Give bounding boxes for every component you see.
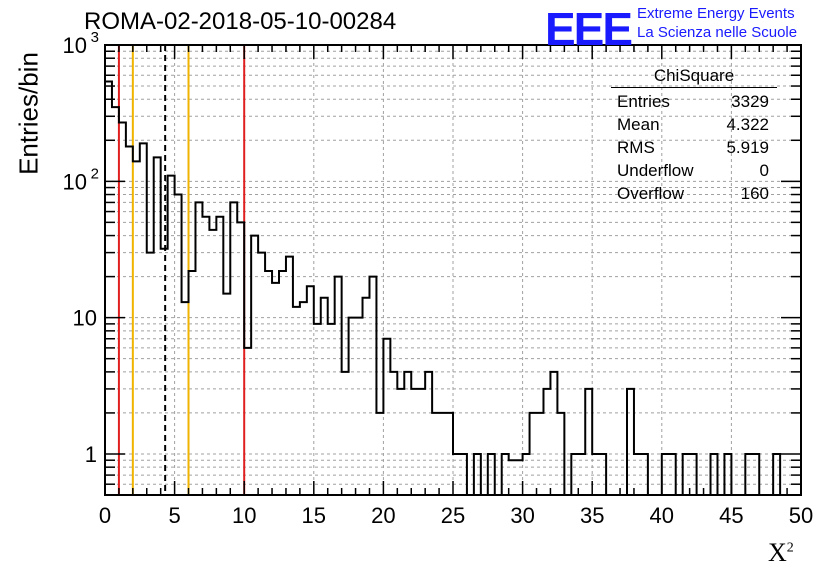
y-tick-label: 10 — [63, 33, 87, 58]
x-tick-label: 30 — [510, 503, 534, 528]
stats-value: 160 — [740, 184, 769, 203]
y-tick-label-exponent: 3 — [91, 29, 99, 46]
stats-title: ChiSquare — [611, 66, 777, 88]
logo-subtitle: Extreme Energy Events La Scienza nelle S… — [637, 4, 797, 42]
stats-row: Entries 3329 — [611, 90, 777, 113]
stats-label: Overflow — [617, 184, 685, 203]
x-axis-label: X2 — [768, 538, 794, 568]
x-tick-label: 40 — [650, 503, 674, 528]
stats-row: Overflow 160 — [611, 182, 777, 205]
x-tick-label: 50 — [789, 503, 813, 528]
logo-line-2: La Scienza nelle Scuole — [637, 24, 798, 41]
x-tick-label: 15 — [302, 503, 326, 528]
y-tick-label: 1 — [85, 442, 97, 467]
logo-line-1: Extreme Energy Events — [637, 5, 795, 22]
chart-title: ROMA-02-2018-05-10-00284 — [84, 8, 397, 35]
x-axis: 0 5 10 15 20 25 30 35 40 45 50 — [99, 45, 813, 528]
stats-value: 5.919 — [726, 138, 769, 157]
stats-box: ChiSquare Entries 3329 Mean 4.322 RMS 5.919… — [611, 66, 777, 205]
x-tick-label: 25 — [441, 503, 465, 528]
y-tick-label: 10 — [63, 169, 87, 194]
x-tick-label: 0 — [99, 503, 111, 528]
stats-label: RMS — [617, 138, 655, 157]
stats-row: RMS 5.919 — [611, 136, 777, 159]
stats-label: Underflow — [617, 161, 694, 180]
stats-row: Mean 4.322 — [611, 113, 777, 136]
stats-label: Mean — [617, 115, 660, 134]
y-tick-label: 10 — [73, 306, 97, 331]
x-tick-label: 10 — [232, 503, 256, 528]
x-axis-label-sup: 2 — [786, 540, 794, 556]
x-axis-label-text: X — [768, 538, 787, 567]
y-tick-label-exponent: 2 — [91, 165, 99, 182]
x-tick-label: 20 — [371, 503, 395, 528]
stats-value: 4.322 — [726, 115, 769, 134]
eee-logo: EEE — [545, 3, 633, 55]
stats-value: 0 — [759, 161, 769, 180]
y-axis-label: Entries/bin — [13, 52, 44, 175]
stats-label: Entries — [617, 92, 670, 111]
x-tick-label: 35 — [580, 503, 604, 528]
stats-value: 3329 — [731, 92, 769, 111]
x-tick-label: 45 — [719, 503, 743, 528]
x-tick-label: 5 — [168, 503, 180, 528]
stats-row: Underflow 0 — [611, 159, 777, 182]
